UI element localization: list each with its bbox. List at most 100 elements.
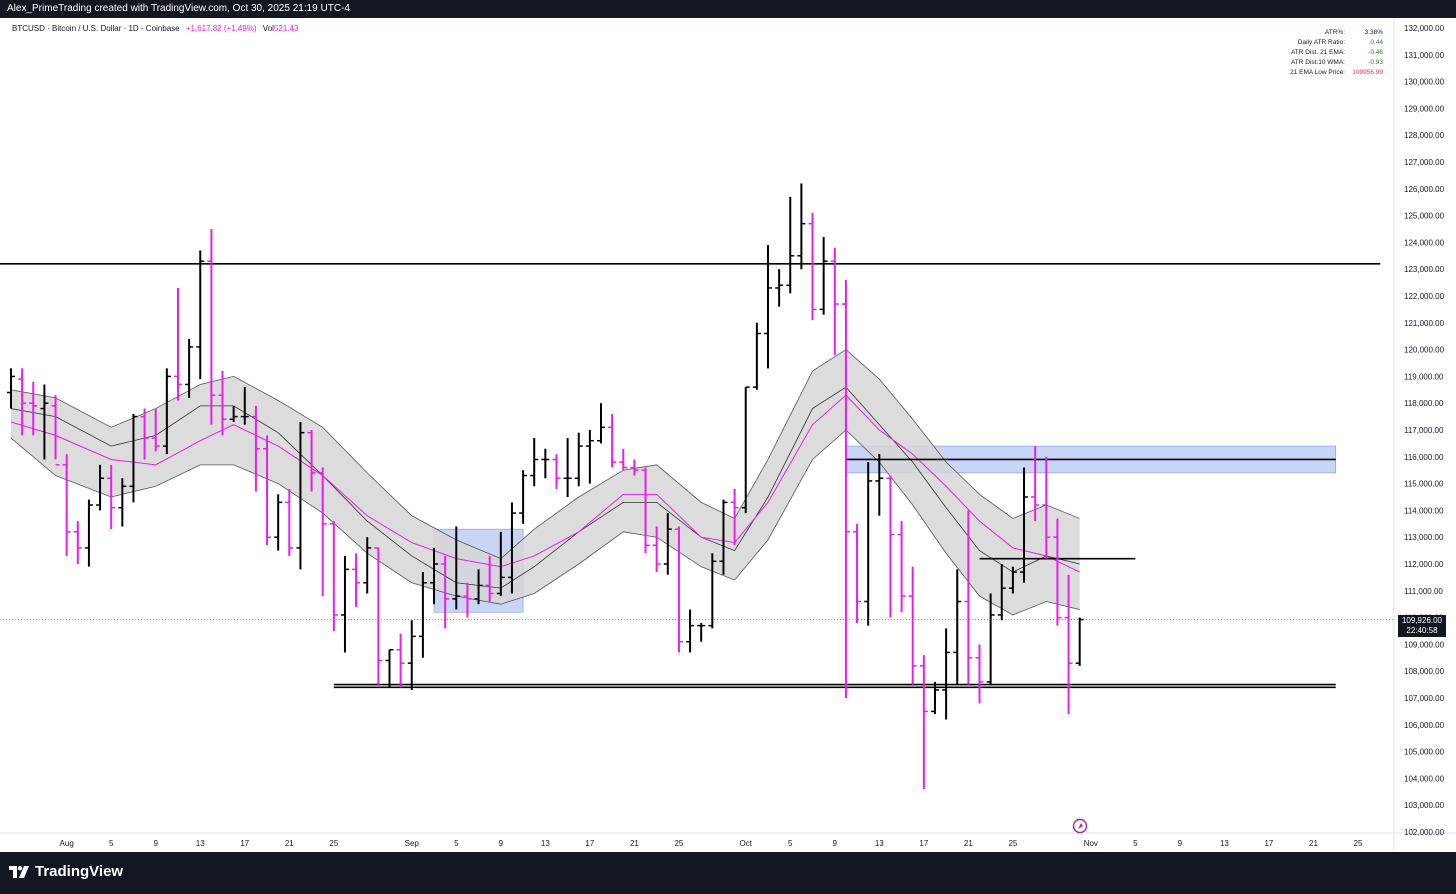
stats-value: -0.93 bbox=[1368, 58, 1383, 66]
ohlc-bar bbox=[830, 247, 839, 355]
ohlc-bar bbox=[263, 435, 272, 546]
price-tick-label: 112,000.00 bbox=[1404, 560, 1444, 569]
stats-value: 109956.99 bbox=[1352, 68, 1383, 76]
ohlc-bar bbox=[285, 488, 294, 556]
ohlc-bar bbox=[719, 499, 728, 575]
ohlc-bar bbox=[786, 196, 795, 294]
ohlc-bar bbox=[407, 620, 416, 690]
stats-value: -0.46 bbox=[1368, 48, 1383, 56]
ohlc-bar bbox=[919, 655, 928, 790]
ohlc-bar bbox=[841, 279, 850, 698]
ohlc-bar bbox=[352, 553, 361, 607]
brand-name: TradingView bbox=[35, 863, 124, 880]
stats-value: 0.44 bbox=[1370, 38, 1383, 46]
ohlc-bar bbox=[897, 521, 906, 613]
ema-line bbox=[10, 394, 1080, 573]
ohlc-bar bbox=[853, 523, 862, 623]
price-tick-label: 128,000.00 bbox=[1404, 131, 1445, 140]
price-tick-label: 126,000.00 bbox=[1404, 185, 1445, 194]
band-mid-line bbox=[10, 386, 1080, 589]
last-price-value: 109,926.00 bbox=[1401, 616, 1443, 625]
ohlc-bar bbox=[240, 387, 249, 425]
stats-label: 21 EMA Low Price: bbox=[1290, 68, 1345, 76]
time-tick-label: 17 bbox=[919, 839, 928, 848]
stats-row: ATR%: 3.38% bbox=[1287, 27, 1386, 37]
ohlc-bar bbox=[563, 438, 572, 497]
price-tick-label: 130,000.00 bbox=[1404, 78, 1445, 87]
ohlc-bar bbox=[875, 454, 884, 516]
time-axis[interactable]: Aug 5 9 13 17 21 25 Sep 5 9 13 17 21 25 Oct 5 9 13 17 21 25 N… bbox=[60, 839, 1363, 848]
stats-label: ATR Dist.10 WMA: bbox=[1290, 58, 1345, 66]
time-tick-label: 25 bbox=[1354, 839, 1363, 848]
symbol-legend[interactable]: BTCUSD · Bitcoin / U.S. Dollar · 1D · Co… bbox=[12, 24, 298, 33]
time-tick-label: 21 bbox=[1309, 839, 1318, 848]
ohlc-bar bbox=[441, 555, 450, 629]
ohlc-bar bbox=[864, 462, 873, 626]
ohlc-bar bbox=[663, 513, 672, 575]
price-tick-label: 104,000.00 bbox=[1404, 774, 1445, 783]
price-tick-label: 124,000.00 bbox=[1404, 238, 1445, 247]
ohlc-bar bbox=[51, 395, 60, 466]
price-chart[interactable]: 102,000.00 103,000.00 104,000.00 105,000.00… bbox=[0, 18, 1456, 850]
ohlc-bar bbox=[641, 467, 650, 554]
stats-row: ATR Dist. 21 EMA: -0.46 bbox=[1287, 47, 1386, 57]
price-tick-label: 122,000.00 bbox=[1404, 292, 1445, 301]
time-tick-label: 25 bbox=[329, 839, 338, 848]
time-tick-label: 13 bbox=[541, 839, 550, 848]
chart-area[interactable]: 102,000.00 103,000.00 104,000.00 105,000.00… bbox=[0, 18, 1456, 850]
ohlc-bars-layer bbox=[7, 183, 1084, 790]
ohlc-bar bbox=[385, 649, 394, 688]
price-tick-label: 113,000.00 bbox=[1404, 533, 1444, 542]
stats-row: ATR Dist.10 WMA: -0.93 bbox=[1287, 57, 1386, 67]
time-tick-label: Sep bbox=[405, 839, 420, 848]
price-tick-label: 115,000.00 bbox=[1404, 480, 1444, 489]
ohlc-bar bbox=[953, 569, 962, 685]
ohlc-bar bbox=[797, 183, 806, 270]
time-tick-label: 17 bbox=[240, 839, 249, 848]
ohlc-bar bbox=[686, 609, 695, 653]
price-axis[interactable]: 102,000.00 103,000.00 104,000.00 105,000.00… bbox=[1404, 24, 1445, 837]
ohlc-bar bbox=[808, 212, 817, 321]
ohlc-bar bbox=[819, 237, 828, 315]
ohlc-bar bbox=[730, 488, 739, 546]
ohlc-bar bbox=[485, 555, 494, 602]
ohlc-bar bbox=[463, 582, 472, 618]
top-caption-bar: Alex_PrimeTrading created with TradingVi… bbox=[0, 0, 1456, 18]
price-tick-label: 119,000.00 bbox=[1404, 372, 1444, 381]
time-tick-label: 5 bbox=[788, 839, 793, 848]
time-tick-label: 21 bbox=[630, 839, 639, 848]
ohlc-bar bbox=[329, 521, 338, 631]
ohlc-bar bbox=[997, 564, 1006, 621]
ohlc-bar bbox=[552, 454, 561, 489]
time-tick-label: 13 bbox=[875, 839, 884, 848]
price-tick-label: 106,000.00 bbox=[1404, 721, 1445, 730]
flag-icon[interactable] bbox=[1072, 818, 1088, 834]
ohlc-bar bbox=[207, 229, 216, 425]
stats-label: Daily ATR Ratio: bbox=[1297, 38, 1345, 46]
symbol-description[interactable]: BTCUSD · Bitcoin / U.S. Dollar · 1D · Co… bbox=[12, 24, 180, 33]
ohlc-bar bbox=[708, 553, 717, 629]
ohlc-bar bbox=[430, 547, 439, 605]
ohlc-bar bbox=[185, 338, 194, 398]
time-tick-label: 25 bbox=[674, 839, 683, 848]
ohlc-bar bbox=[162, 368, 171, 455]
tradingview-logo[interactable]: TradingView bbox=[9, 863, 123, 880]
ohlc-bar bbox=[1042, 456, 1051, 559]
ohlc-bar bbox=[942, 628, 951, 720]
time-tick-label: 17 bbox=[1264, 839, 1273, 848]
ohlc-bar bbox=[84, 499, 93, 567]
stats-row: 21 EMA Low Price: 109956.99 bbox=[1287, 67, 1386, 77]
ohlc-bar bbox=[218, 371, 227, 436]
stats-row: Daily ATR Ratio: 0.44 bbox=[1287, 37, 1386, 47]
price-change: +1,617.82 (+1.49%) bbox=[185, 24, 257, 33]
time-tick-label: 5 bbox=[1133, 839, 1138, 848]
time-tick-label: 9 bbox=[499, 839, 504, 848]
ohlc-bar bbox=[140, 408, 149, 460]
ohlc-bar bbox=[585, 430, 594, 484]
price-tick-label: 109,000.00 bbox=[1404, 640, 1445, 649]
band-lower-line bbox=[10, 429, 1080, 616]
price-tick-label: 105,000.00 bbox=[1404, 748, 1445, 757]
price-tick-label: 125,000.00 bbox=[1404, 212, 1445, 221]
price-tick-label: 111,000.00 bbox=[1404, 587, 1443, 596]
bar-countdown: 22:40:58 bbox=[1406, 626, 1438, 635]
